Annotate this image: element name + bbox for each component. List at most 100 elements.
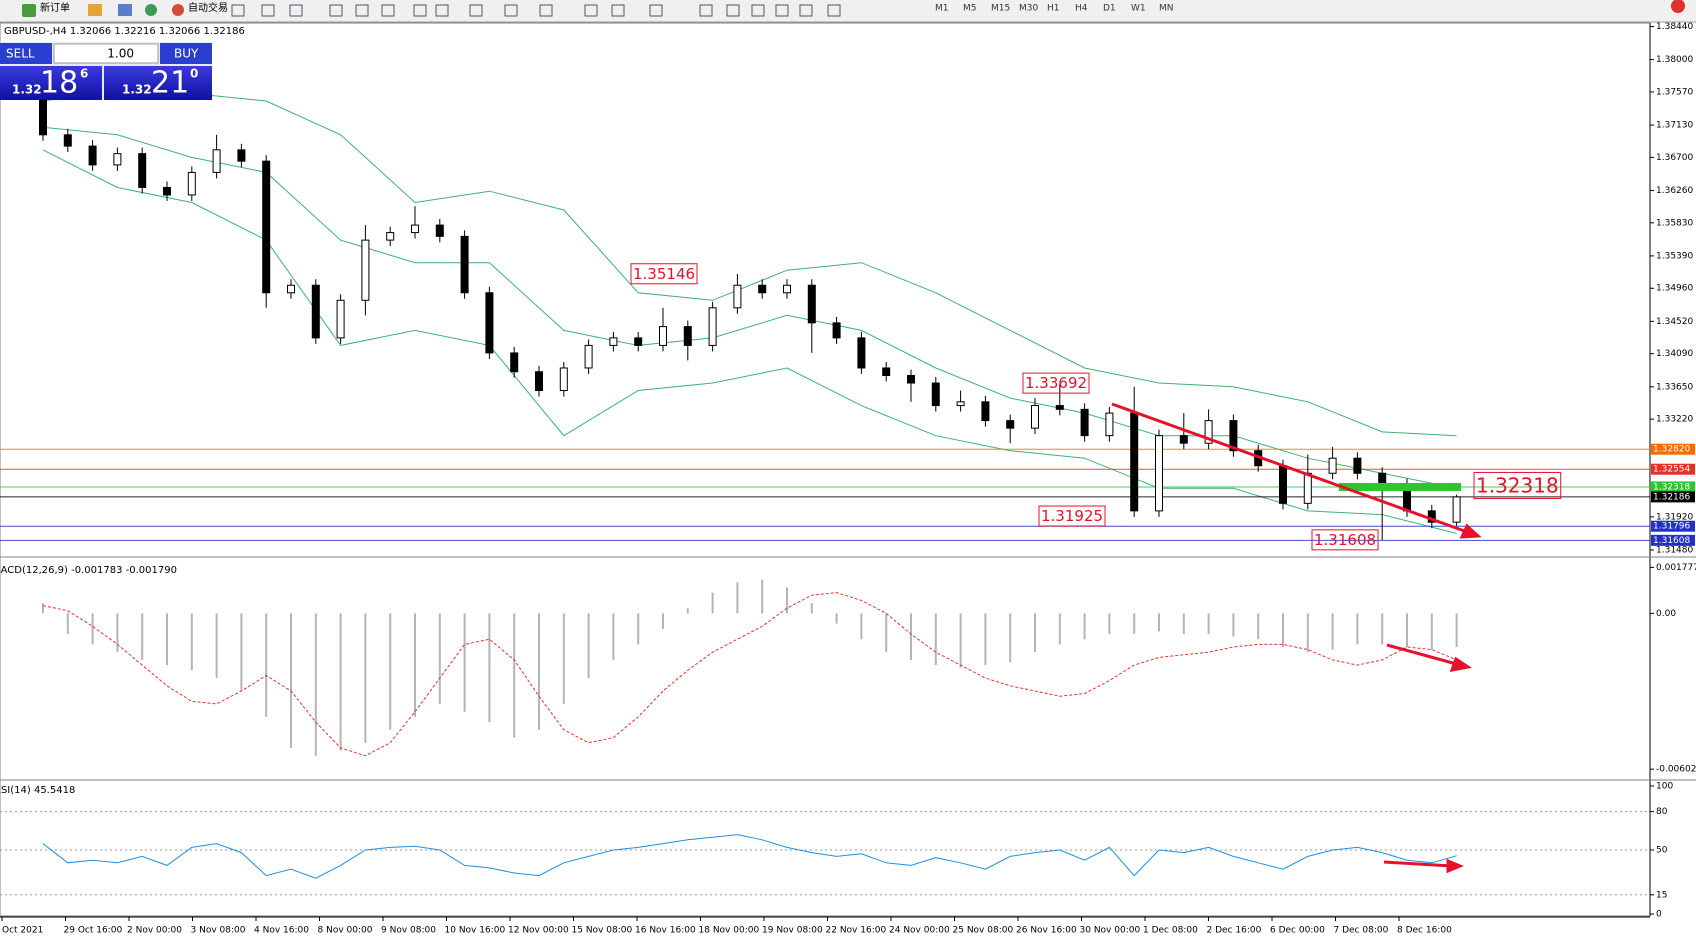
macd-bar: [910, 613, 912, 660]
y-tick-label: 100: [1656, 782, 1673, 792]
y-tick-label: 0: [1656, 910, 1662, 920]
macd-bar: [1356, 613, 1359, 645]
candle-body: [113, 153, 122, 166]
x-tick-label: 30 Nov 00:00: [1080, 926, 1141, 936]
macd-bar: [166, 613, 168, 666]
rsi-header: RSI(14) 45.5418: [0, 785, 75, 796]
candle-body: [1031, 405, 1039, 429]
timeframe-button[interactable]: M5: [963, 4, 977, 14]
price-annotation: 1.32318: [1476, 473, 1559, 497]
candle-body: [1279, 465, 1287, 504]
candle-body: [659, 326, 667, 346]
candle-body: [832, 322, 841, 339]
timeframe-button[interactable]: M15: [991, 4, 1010, 14]
tool-icon[interactable]: [435, 4, 449, 17]
candle-body: [807, 284, 816, 324]
macd-bar: [587, 613, 590, 679]
candle-body: [1303, 472, 1312, 504]
timeframe-button[interactable]: H4: [1075, 4, 1088, 14]
timeframe-button[interactable]: W1: [1131, 4, 1146, 14]
macd-bar: [1232, 613, 1235, 637]
macd-bar: [1133, 613, 1136, 635]
tool-icon[interactable]: [584, 4, 598, 17]
new-order-button[interactable]: 新订单: [22, 1, 70, 17]
arrow-head: [1459, 523, 1482, 539]
alert-badge[interactable]: [1671, 0, 1685, 13]
tool-icon[interactable]: [145, 4, 157, 16]
auto-trading-button[interactable]: 自动交易: [172, 1, 228, 16]
tool-icon[interactable]: [504, 4, 518, 17]
candle-body: [435, 224, 444, 237]
candle-body: [783, 284, 791, 294]
tool-icon[interactable]: [261, 4, 275, 17]
candle-body: [758, 284, 767, 294]
macd-bar: [810, 603, 813, 614]
tool-icon[interactable]: [355, 4, 369, 17]
macd-bar: [141, 613, 144, 660]
tool-icon[interactable]: [329, 4, 343, 17]
bid-small: 6: [80, 67, 88, 81]
candle-body: [287, 284, 295, 294]
buy-button[interactable]: [160, 43, 212, 64]
macd-bar: [860, 613, 863, 640]
rsi-line: [42, 834, 1457, 879]
y-tick-label: 80: [1656, 807, 1668, 817]
candle-body: [882, 367, 891, 376]
macd-bar: [414, 613, 416, 717]
level-label-bg: [1651, 443, 1695, 455]
candle-body: [584, 344, 593, 369]
tool-icon[interactable]: [231, 4, 245, 17]
tool-icon[interactable]: [751, 4, 765, 17]
macd-bar: [314, 613, 317, 756]
tool-icon[interactable]: [699, 4, 713, 17]
tool-icon[interactable]: [827, 4, 841, 17]
bid-box[interactable]: [0, 66, 102, 100]
timeframe-button[interactable]: M30: [1019, 4, 1038, 14]
candle-body: [857, 337, 866, 369]
y-tick-label: 0.00: [1656, 609, 1676, 619]
x-tick-label: 29 Oct 16:00: [64, 926, 123, 936]
x-tick-label: 2 Nov 00:00: [127, 926, 182, 936]
arrow-head: [1449, 656, 1472, 672]
lots-input[interactable]: [53, 43, 159, 64]
macd-bar: [662, 613, 664, 629]
timeframe-bar: M1 M5 M15 M30 H1 H4 D1 W1 MN: [935, 4, 1174, 14]
tool-icon[interactable]: [118, 4, 132, 16]
candle-body: [237, 149, 246, 162]
candle-body: [981, 401, 990, 422]
macd-bar: [711, 592, 714, 614]
ask-box[interactable]: [104, 66, 212, 100]
macd-bar: [562, 613, 565, 704]
tool-icon[interactable]: [413, 4, 427, 17]
candle-body: [733, 284, 742, 309]
sell-button[interactable]: [0, 43, 52, 64]
macd-bar: [1207, 613, 1210, 635]
y-tick-label: 50: [1656, 846, 1668, 856]
bid-big: 1.32: [12, 83, 42, 97]
timeframe-button[interactable]: M1: [935, 4, 949, 14]
x-tick-label: Oct 2021: [2, 926, 43, 936]
tool-icon[interactable]: [539, 4, 553, 17]
tool-icon[interactable]: [726, 4, 740, 17]
tool-icon[interactable]: [88, 4, 102, 16]
timeframe-button[interactable]: D1: [1103, 4, 1116, 14]
tool-icon[interactable]: [381, 4, 395, 17]
timeframe-button[interactable]: H1: [1047, 4, 1060, 14]
timeframe-button[interactable]: MN: [1159, 4, 1174, 14]
candle-body: [485, 292, 494, 354]
y-tick-label: 1.34090: [1656, 349, 1693, 359]
macd-bar: [959, 613, 962, 668]
tool-icon[interactable]: [649, 4, 663, 17]
bollinger-band: [42, 126, 1457, 489]
tool-icon[interactable]: [799, 4, 813, 17]
price-annotation: 1.31608: [1314, 531, 1376, 549]
tool-icon[interactable]: [289, 4, 303, 17]
tool-icon[interactable]: [469, 4, 483, 17]
tool-icon[interactable]: [611, 4, 625, 17]
candle-body: [907, 374, 915, 384]
macd-bar: [265, 613, 268, 717]
level-label: 1.31608: [1653, 536, 1690, 546]
candle-body: [1229, 420, 1238, 452]
tool-icon[interactable]: [775, 4, 789, 17]
candle-body: [262, 160, 271, 294]
